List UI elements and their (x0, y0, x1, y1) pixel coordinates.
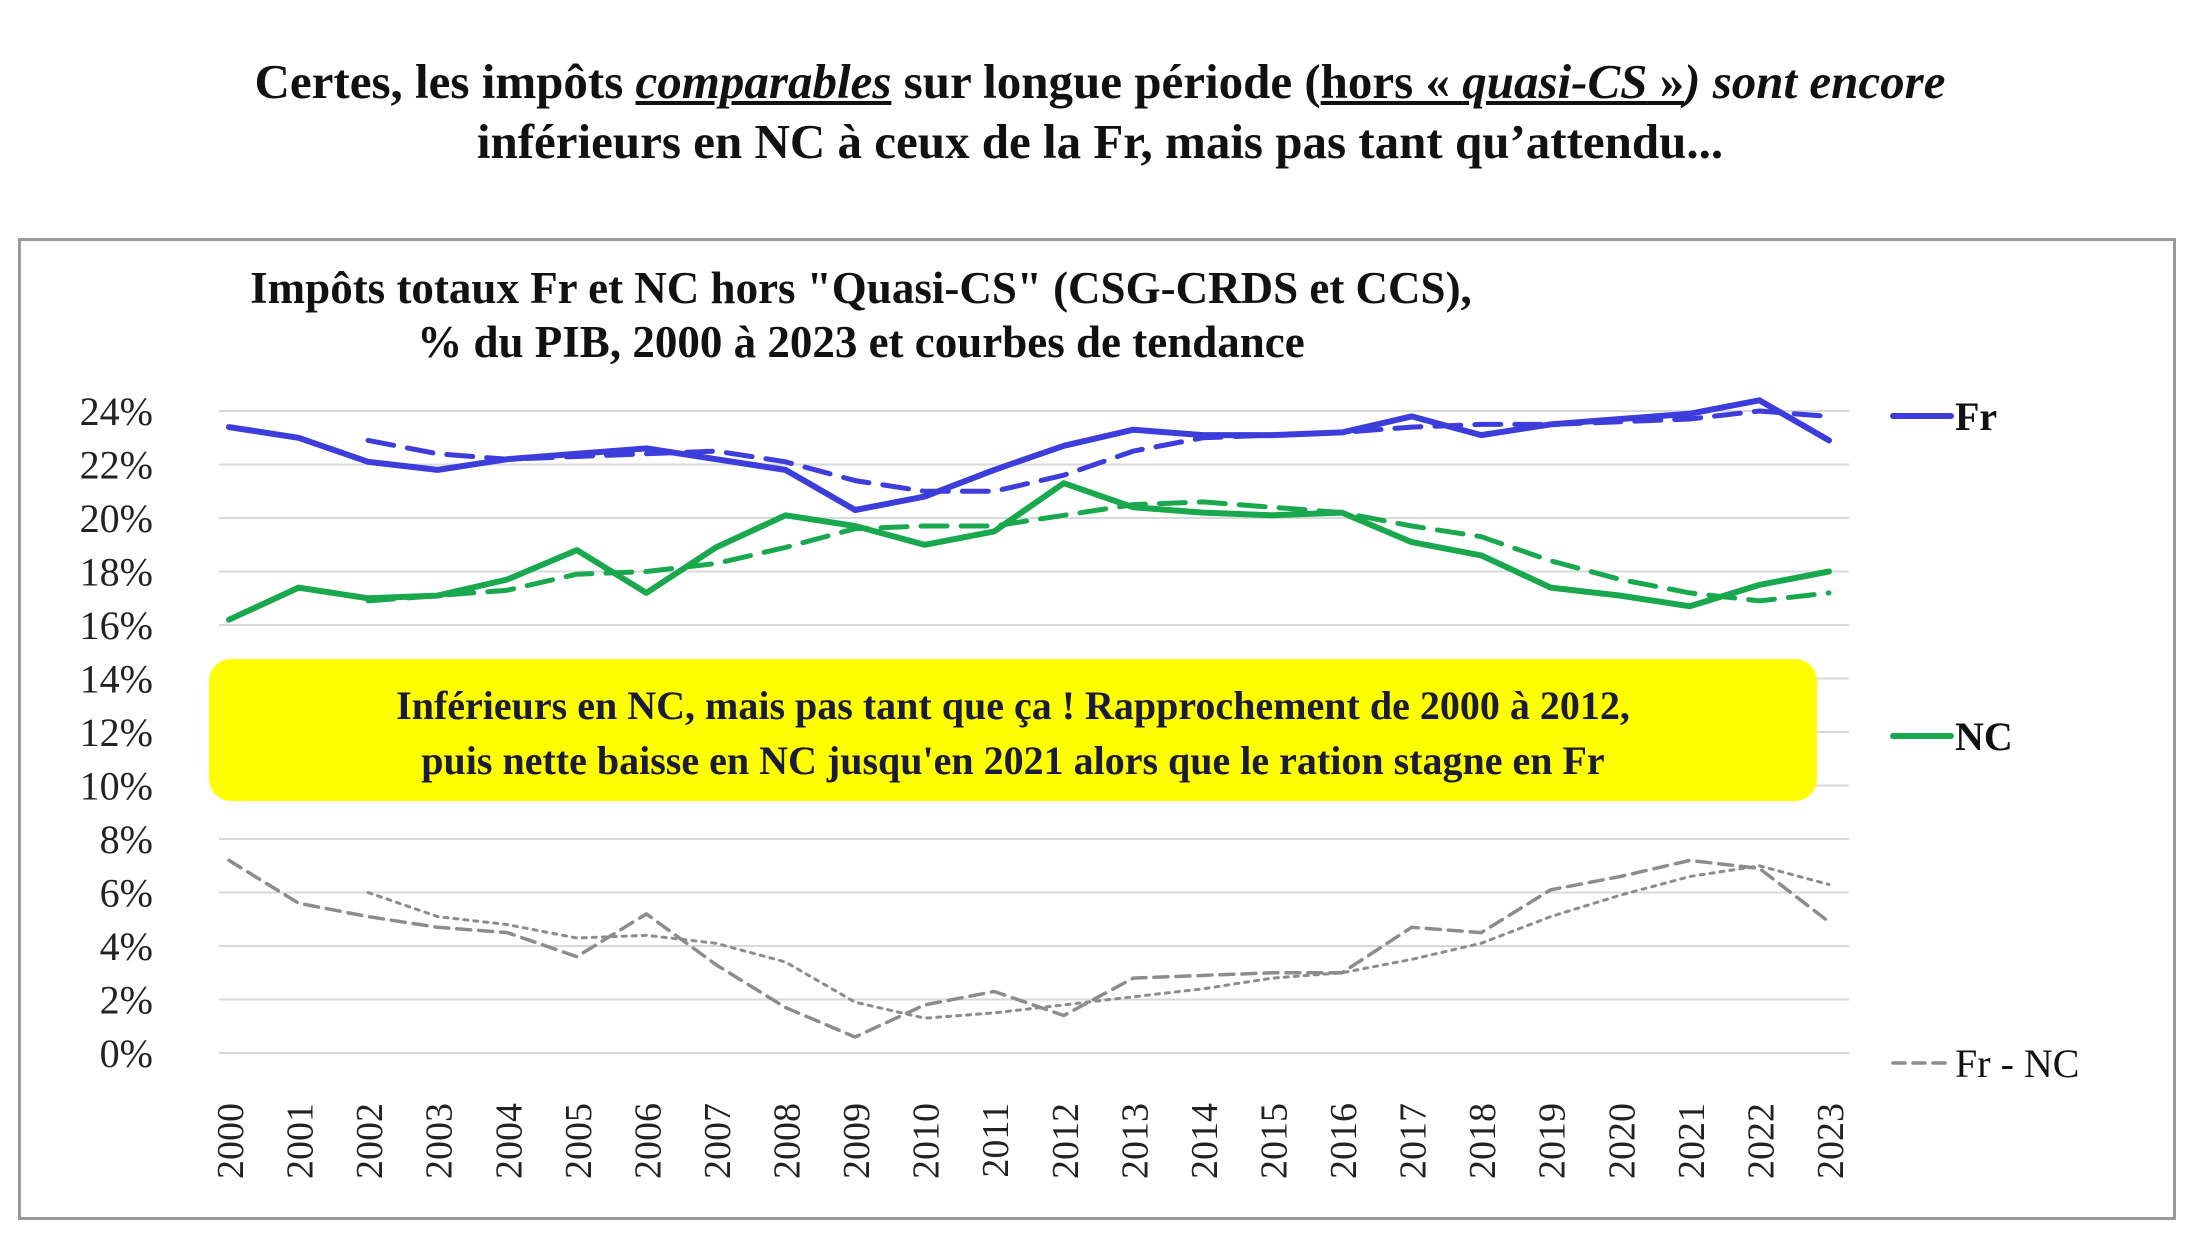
x-tick-label: 2001 (280, 1103, 322, 1179)
chart-subtitle: % du PIB, 2000 à 2023 et courbes de tend… (417, 317, 1305, 367)
headline-text: sur longue période ( (891, 54, 1321, 109)
y-tick-label: 2% (100, 978, 153, 1023)
line-chart: Impôts totaux Fr et NC hors "Quasi-CS" (… (80, 263, 2080, 1179)
y-tick-label: 20% (80, 496, 153, 541)
x-tick-label: 2019 (1532, 1103, 1574, 1179)
x-tick-label: 2017 (1393, 1103, 1435, 1179)
series-line-fr-tendance (365, 408, 1832, 494)
y-tick-label: 14% (80, 657, 153, 702)
series-line-nc-tendance (365, 499, 1832, 604)
series-line-fr-nc (227, 858, 1831, 1039)
callout-box (209, 659, 1817, 801)
x-tick-label: 2018 (1462, 1103, 1504, 1179)
x-tick-label: 2011 (975, 1103, 1017, 1178)
headline-quote-close: » (1647, 54, 1685, 109)
chart-frame: Impôts totaux Fr et NC hors "Quasi-CS" (… (18, 238, 2176, 1220)
x-tick-label: 2021 (1671, 1103, 1713, 1179)
x-tick-label: 2013 (1114, 1103, 1156, 1179)
x-tick-label: 2014 (1184, 1103, 1226, 1179)
x-tick-label: 2016 (1323, 1103, 1365, 1179)
x-tick-label: 2009 (836, 1103, 878, 1179)
x-tick-label: 2002 (349, 1103, 391, 1179)
headline: Certes, les impôts comparables sur longu… (0, 52, 2200, 172)
x-tick-label: 2010 (906, 1103, 948, 1179)
y-tick-label: 22% (80, 443, 153, 488)
headline-text: ) sont encore (1684, 54, 1946, 109)
legend-label: Fr (1955, 394, 1997, 439)
x-tick-label: 2008 (767, 1103, 809, 1179)
y-tick-label: 8% (100, 817, 153, 862)
x-tick-label: 2003 (419, 1103, 461, 1179)
headline-text: Certes, les impôts (254, 54, 636, 109)
y-tick-label: 12% (80, 710, 153, 755)
y-tick-label: 4% (100, 924, 153, 969)
headline-line-1: Certes, les impôts comparables sur longu… (0, 52, 2200, 112)
y-tick-label: 0% (100, 1031, 153, 1076)
series-line-fr-nc-tendance (366, 864, 1831, 1020)
legend-label: NC (1955, 714, 2013, 759)
legend-label: Fr - NC (1955, 1041, 2079, 1086)
x-tick-label: 2020 (1601, 1103, 1643, 1179)
x-tick-label: 2015 (1253, 1103, 1295, 1179)
x-tick-label: 2022 (1740, 1103, 1782, 1179)
chart-title: Impôts totaux Fr et NC hors "Quasi-CS" (… (250, 263, 1472, 313)
y-tick-label: 18% (80, 550, 153, 595)
headline-line-2: inférieurs en NC à ceux de la Fr, mais p… (476, 114, 1724, 169)
x-tick-label: 2006 (627, 1103, 669, 1179)
headline-emphasis-comparables: comparables (635, 54, 892, 109)
x-tick-label: 2023 (1810, 1103, 1852, 1179)
y-tick-label: 16% (80, 603, 153, 648)
x-tick-label: 2000 (210, 1103, 252, 1179)
x-tick-label: 2005 (558, 1103, 600, 1179)
y-tick-label: 24% (80, 389, 153, 434)
series-line-nc (226, 480, 1832, 623)
callout-text-line-2: puis nette baisse en NC jusqu'en 2021 al… (421, 738, 1604, 783)
y-tick-label: 6% (100, 871, 153, 916)
x-tick-label: 2007 (697, 1103, 739, 1179)
headline-quasi-cs: quasi-CS (1462, 54, 1648, 109)
x-tick-label: 2012 (1045, 1103, 1087, 1179)
callout-text-line-1: Inférieurs en NC, mais pas tant que ça !… (396, 683, 1630, 728)
y-tick-label: 10% (80, 764, 153, 809)
headline-hors: hors « (1320, 54, 1463, 109)
x-tick-label: 2004 (488, 1103, 530, 1179)
